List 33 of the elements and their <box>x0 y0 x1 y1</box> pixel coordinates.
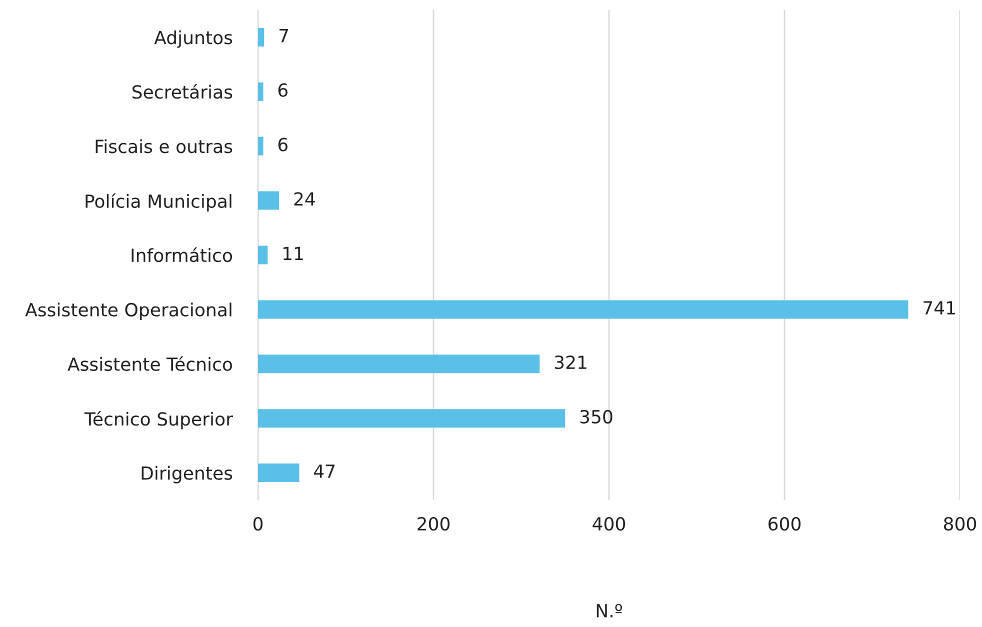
y-tick-label: Polícia Municipal <box>86 193 232 212</box>
y-tick-label: Fiscais e outras <box>96 139 232 154</box>
bar <box>258 246 268 264</box>
bar <box>258 409 566 428</box>
x-tick-label: 200 <box>418 516 450 531</box>
data-label: 24 <box>294 192 315 206</box>
y-tick-label: Secretárias <box>132 84 232 99</box>
y-tick-label: Informático <box>132 247 232 262</box>
bar <box>258 191 280 210</box>
y-tick-label: Técnico Superior <box>84 411 233 430</box>
bar <box>258 136 264 156</box>
x-tick-label: 400 <box>592 516 626 531</box>
y-tick-label: Assistente Operacional <box>25 302 232 320</box>
bar <box>258 82 264 101</box>
x-tick-label: 600 <box>768 516 801 531</box>
data-label: 47 <box>314 464 335 478</box>
y-tick-label: Adjuntos <box>154 30 232 48</box>
x-tick-label: 0 <box>253 516 263 531</box>
x-tick-label: 800 <box>944 516 976 531</box>
data-label: 6 <box>278 83 288 97</box>
bar <box>258 300 908 319</box>
y-tick-label: Assistente Técnico <box>68 356 232 372</box>
data-label: 6 <box>278 138 288 152</box>
bar <box>258 354 540 374</box>
x-axis-title: N.º <box>596 604 622 618</box>
data-label: 350 <box>580 410 612 424</box>
bar <box>258 28 264 46</box>
data-label: 11 <box>284 246 303 260</box>
data-label: 321 <box>554 355 586 370</box>
y-tick-label: Dirigentes <box>142 466 232 484</box>
bar <box>258 464 300 482</box>
data-label: 7 <box>280 29 288 42</box>
data-label: 741 <box>924 301 955 314</box>
